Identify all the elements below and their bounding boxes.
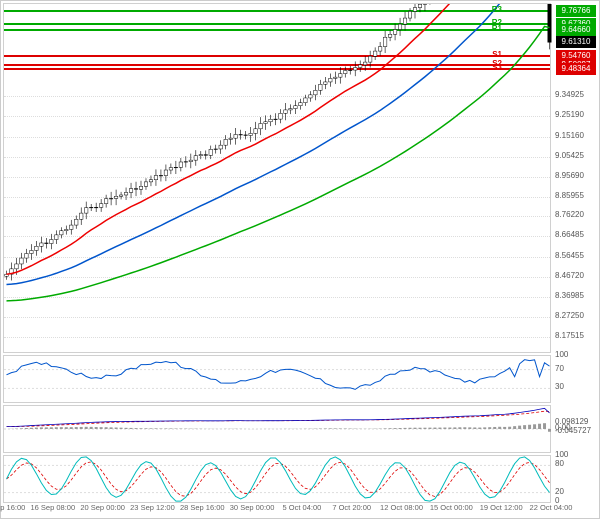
x-tick-label: 19 Oct 12:00 (480, 503, 523, 512)
level-label-S3: 9.48364 (556, 63, 596, 75)
stoch-tick: 100 (553, 450, 597, 459)
level-name-S1: S1 (492, 50, 502, 59)
rsi-tick: 30 (553, 382, 597, 391)
x-tick-label: 23 Sep 12:00 (130, 503, 175, 512)
x-tick-label: 30 Sep 00:00 (230, 503, 275, 512)
macd-tick: 0.098129 (553, 417, 597, 426)
y-tick-label: 9.25190 (553, 110, 597, 119)
y-tick-label: 8.36985 (553, 291, 597, 300)
stoch-svg (4, 456, 552, 502)
y-tick-label: 8.66485 (553, 230, 597, 239)
y-tick-label: 9.15160 (553, 131, 597, 140)
x-tick-label: 16 Sep 08:00 (31, 503, 76, 512)
x-tick-label: 22 Oct 04:00 (530, 503, 573, 512)
macd-svg (4, 406, 552, 452)
level-name-R1: R1 (492, 24, 502, 33)
x-tick-label: 12 Oct 08:00 (380, 503, 423, 512)
y-tick-label: 8.95690 (553, 171, 597, 180)
y-tick-label: 8.56455 (553, 251, 597, 260)
x-tick-label: 5 Oct 04:00 (283, 503, 322, 512)
level-label-R1: 9.64660 (556, 24, 596, 36)
macd-panel[interactable] (3, 405, 551, 453)
chart-container: 9.767669.673609.646609.547609.500979.483… (0, 0, 600, 519)
stoch-tick: 80 (553, 459, 597, 468)
price-chart-svg (4, 4, 552, 352)
rsi-svg (4, 356, 552, 402)
price-label: 9.61310 (556, 36, 596, 48)
rsi-tick: 100 (553, 350, 597, 359)
y-tick-label: 8.27250 (553, 311, 597, 320)
stochastic-panel[interactable] (3, 455, 551, 503)
level-label-R3: 9.76766 (556, 5, 596, 17)
x-axis: 13 Sep 16:00 16 Sep 08:00 20 Sep 00:00 23 S… (3, 502, 551, 516)
rsi-panel[interactable] (3, 355, 551, 403)
y-tick-label: 8.76220 (553, 210, 597, 219)
x-tick-label: 15 Oct 00:00 (430, 503, 473, 512)
y-tick-label: 8.17515 (553, 331, 597, 340)
stoch-tick: 20 (553, 487, 597, 496)
x-tick-label: 13 Sep 16:00 (0, 503, 25, 512)
rsi-tick: 70 (553, 364, 597, 373)
x-tick-label: 28 Sep 16:00 (180, 503, 225, 512)
y-tick-label: 9.34925 (553, 90, 597, 99)
y-tick-label: 8.46720 (553, 271, 597, 280)
level-name-R3: R3 (492, 5, 502, 14)
y-tick-label: 8.85955 (553, 191, 597, 200)
x-tick-label: 20 Sep 00:00 (80, 503, 125, 512)
y-tick-label: 9.05425 (553, 151, 597, 160)
price-panel[interactable]: 9.767669.673609.646609.547609.500979.483… (3, 3, 551, 353)
x-tick-label: 7 Oct 20:00 (332, 503, 371, 512)
level-name-S3: S3 (492, 63, 502, 72)
